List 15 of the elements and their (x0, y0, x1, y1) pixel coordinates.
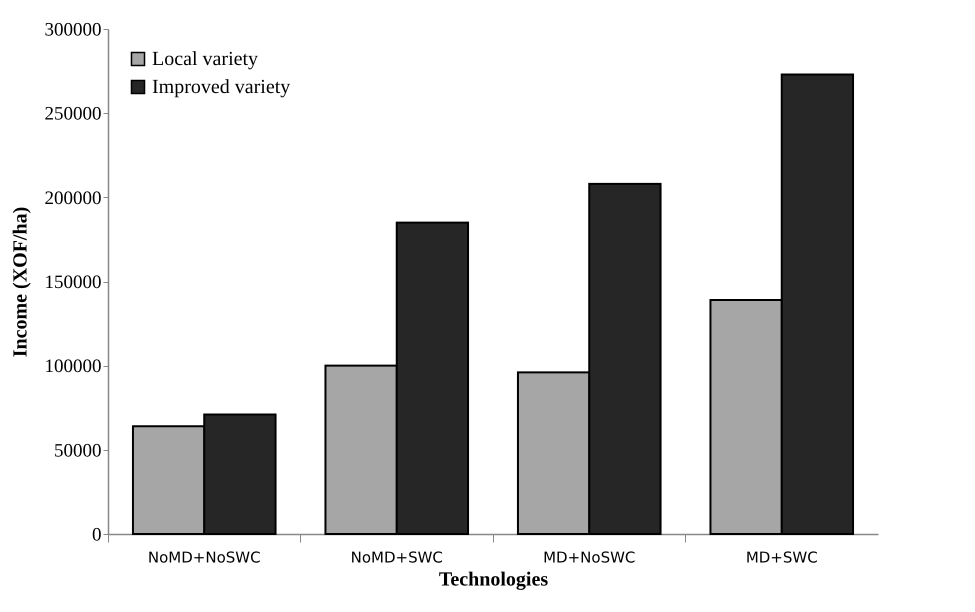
x-tick-label: MD+NoSWC (543, 548, 636, 566)
y-axis-title: Income (XOF/ha) (10, 206, 32, 358)
x-tick-label: MD+SWC (746, 548, 818, 566)
x-axis-title: Technologies (438, 568, 548, 590)
x-tick-label: NoMD+SWC (350, 548, 443, 566)
y-tick-label: 0 (92, 524, 102, 546)
y-tick-label: 50000 (54, 440, 102, 462)
y-tick-label: 300000 (44, 20, 102, 40)
y-tick-label: 250000 (44, 104, 102, 125)
x-tick-label: NoMD+NoSWC (148, 548, 261, 566)
legend-label: Local variety (152, 48, 258, 70)
legend-label: Improved variety (152, 76, 290, 98)
y-tick-label: 200000 (44, 188, 102, 209)
y-tick-label: 100000 (44, 356, 102, 378)
y-tick-label: 150000 (44, 272, 102, 293)
